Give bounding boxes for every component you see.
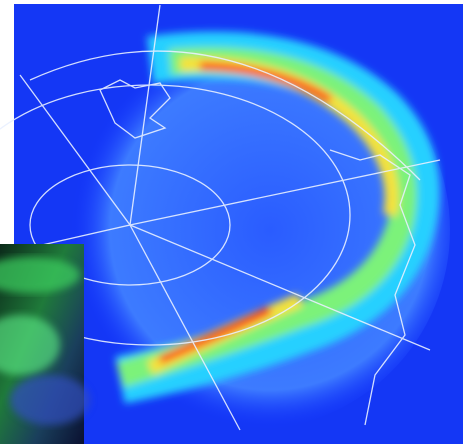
page [0, 0, 463, 444]
inset-photo [0, 244, 90, 444]
aurora-image [0, 0, 463, 444]
inset-sky [10, 375, 90, 425]
